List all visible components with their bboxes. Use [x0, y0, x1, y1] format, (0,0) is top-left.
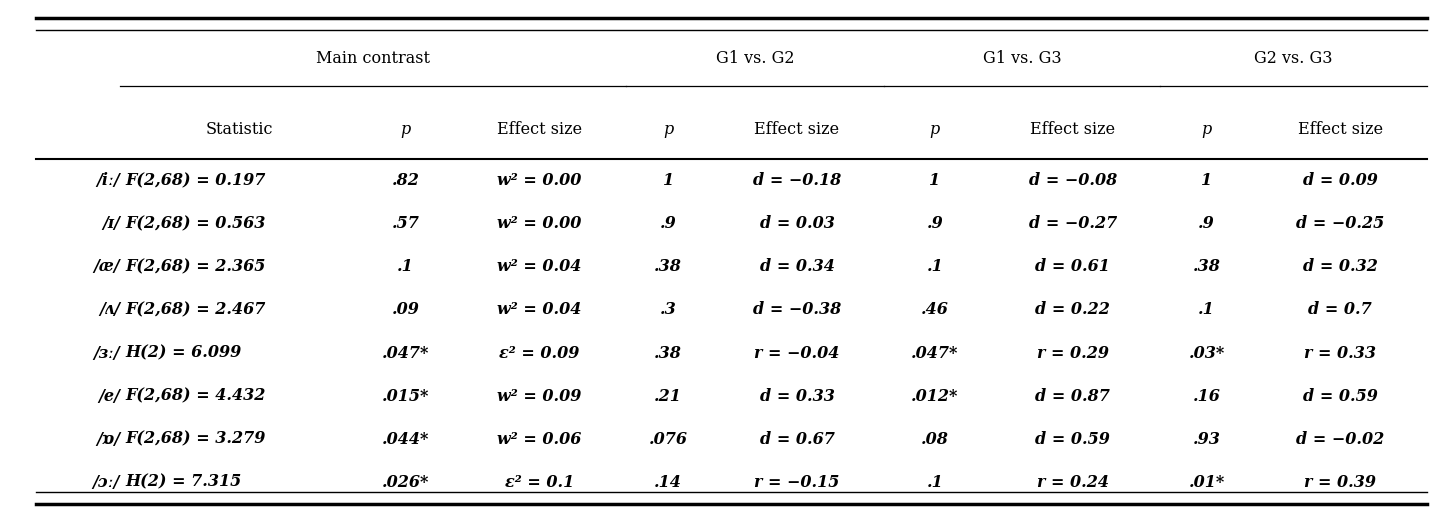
Text: d = 0.09: d = 0.09: [1303, 172, 1378, 189]
Text: w² = 0.09: w² = 0.09: [497, 387, 581, 405]
Text: F(2,68) = 0.197: F(2,68) = 0.197: [126, 172, 267, 189]
Text: /ɒ/: /ɒ/: [96, 431, 120, 448]
Text: .57: .57: [391, 215, 419, 232]
Text: /ɪ/: /ɪ/: [103, 215, 120, 232]
Text: d = −0.08: d = −0.08: [1029, 172, 1117, 189]
Text: .16: .16: [1193, 387, 1220, 405]
Text: .9: .9: [659, 215, 677, 232]
Text: d = 0.7: d = 0.7: [1308, 301, 1372, 318]
Text: /æ/: /æ/: [93, 258, 120, 276]
Text: .38: .38: [1193, 258, 1220, 276]
Text: d = 0.59: d = 0.59: [1303, 387, 1378, 405]
Text: .1: .1: [926, 258, 943, 276]
Text: .21: .21: [653, 387, 682, 405]
Text: r = 0.24: r = 0.24: [1036, 473, 1108, 491]
Text: /ɜː/: /ɜː/: [93, 345, 120, 362]
Text: G2 vs. G3: G2 vs. G3: [1255, 50, 1333, 67]
Text: w² = 0.00: w² = 0.00: [497, 215, 581, 232]
Text: .047*: .047*: [381, 345, 429, 362]
Text: .01*: .01*: [1188, 473, 1224, 491]
Text: d = 0.59: d = 0.59: [1035, 431, 1110, 448]
Text: .012*: .012*: [911, 387, 959, 405]
Text: d = 0.03: d = 0.03: [759, 215, 835, 232]
Text: .076: .076: [649, 431, 688, 448]
Text: .38: .38: [653, 258, 682, 276]
Text: .047*: .047*: [911, 345, 959, 362]
Text: .14: .14: [653, 473, 682, 491]
Text: /e/: /e/: [99, 387, 120, 405]
Text: F(2,68) = 2.365: F(2,68) = 2.365: [126, 258, 267, 276]
Text: Statistic: Statistic: [206, 121, 272, 138]
Text: d = 0.34: d = 0.34: [759, 258, 835, 276]
Text: /ɔː/: /ɔː/: [93, 473, 120, 491]
Text: d = 0.87: d = 0.87: [1035, 387, 1110, 405]
Text: d = 0.67: d = 0.67: [759, 431, 835, 448]
Text: d = 0.33: d = 0.33: [759, 387, 835, 405]
Text: Effect size: Effect size: [1030, 121, 1116, 138]
Text: 1: 1: [662, 172, 674, 189]
Text: .08: .08: [922, 431, 949, 448]
Text: F(2,68) = 0.563: F(2,68) = 0.563: [126, 215, 267, 232]
Text: r = −0.04: r = −0.04: [755, 345, 840, 362]
Text: d = 0.61: d = 0.61: [1035, 258, 1110, 276]
Text: .46: .46: [922, 301, 949, 318]
Text: .3: .3: [659, 301, 677, 318]
Text: .82: .82: [391, 172, 419, 189]
Text: 1: 1: [929, 172, 940, 189]
Text: r = 0.29: r = 0.29: [1036, 345, 1108, 362]
Text: .1: .1: [1198, 301, 1214, 318]
Text: Effect size: Effect size: [497, 121, 581, 138]
Text: G1 vs. G3: G1 vs. G3: [982, 50, 1061, 67]
Text: G1 vs. G2: G1 vs. G2: [716, 50, 794, 67]
Text: F(2,68) = 3.279: F(2,68) = 3.279: [126, 431, 267, 448]
Text: r = −0.15: r = −0.15: [755, 473, 840, 491]
Text: 1: 1: [1201, 172, 1211, 189]
Text: w² = 0.04: w² = 0.04: [497, 301, 581, 318]
Text: r = 0.39: r = 0.39: [1304, 473, 1377, 491]
Text: w² = 0.00: w² = 0.00: [497, 172, 581, 189]
Text: d = 0.22: d = 0.22: [1035, 301, 1110, 318]
Text: d = −0.27: d = −0.27: [1029, 215, 1117, 232]
Text: ε² = 0.1: ε² = 0.1: [504, 473, 574, 491]
Text: F(2,68) = 4.432: F(2,68) = 4.432: [126, 387, 267, 405]
Text: F(2,68) = 2.467: F(2,68) = 2.467: [126, 301, 267, 318]
Text: .38: .38: [653, 345, 682, 362]
Text: ε² = 0.09: ε² = 0.09: [498, 345, 580, 362]
Text: .1: .1: [397, 258, 414, 276]
Text: .1: .1: [926, 473, 943, 491]
Text: /iː/: /iː/: [96, 172, 120, 189]
Text: d = 0.32: d = 0.32: [1303, 258, 1378, 276]
Text: d = −0.38: d = −0.38: [753, 301, 842, 318]
Text: w² = 0.06: w² = 0.06: [497, 431, 581, 448]
Text: .026*: .026*: [381, 473, 429, 491]
Text: .9: .9: [926, 215, 943, 232]
Text: p: p: [930, 121, 940, 138]
Text: .03*: .03*: [1188, 345, 1224, 362]
Text: d = −0.18: d = −0.18: [753, 172, 842, 189]
Text: Main contrast: Main contrast: [316, 50, 430, 67]
Text: /ʌ/: /ʌ/: [99, 301, 120, 318]
Text: .93: .93: [1193, 431, 1220, 448]
Text: d = −0.02: d = −0.02: [1295, 431, 1384, 448]
Text: p: p: [400, 121, 410, 138]
Text: .015*: .015*: [381, 387, 429, 405]
Text: p: p: [1201, 121, 1211, 138]
Text: p: p: [664, 121, 674, 138]
Text: d = −0.25: d = −0.25: [1295, 215, 1384, 232]
Text: Effect size: Effect size: [1298, 121, 1382, 138]
Text: Effect size: Effect size: [755, 121, 839, 138]
Text: .044*: .044*: [381, 431, 429, 448]
Text: .9: .9: [1198, 215, 1214, 232]
Text: H(2) = 7.315: H(2) = 7.315: [126, 473, 242, 491]
Text: H(2) = 6.099: H(2) = 6.099: [126, 345, 242, 362]
Text: w² = 0.04: w² = 0.04: [497, 258, 581, 276]
Text: .09: .09: [391, 301, 419, 318]
Text: r = 0.33: r = 0.33: [1304, 345, 1377, 362]
